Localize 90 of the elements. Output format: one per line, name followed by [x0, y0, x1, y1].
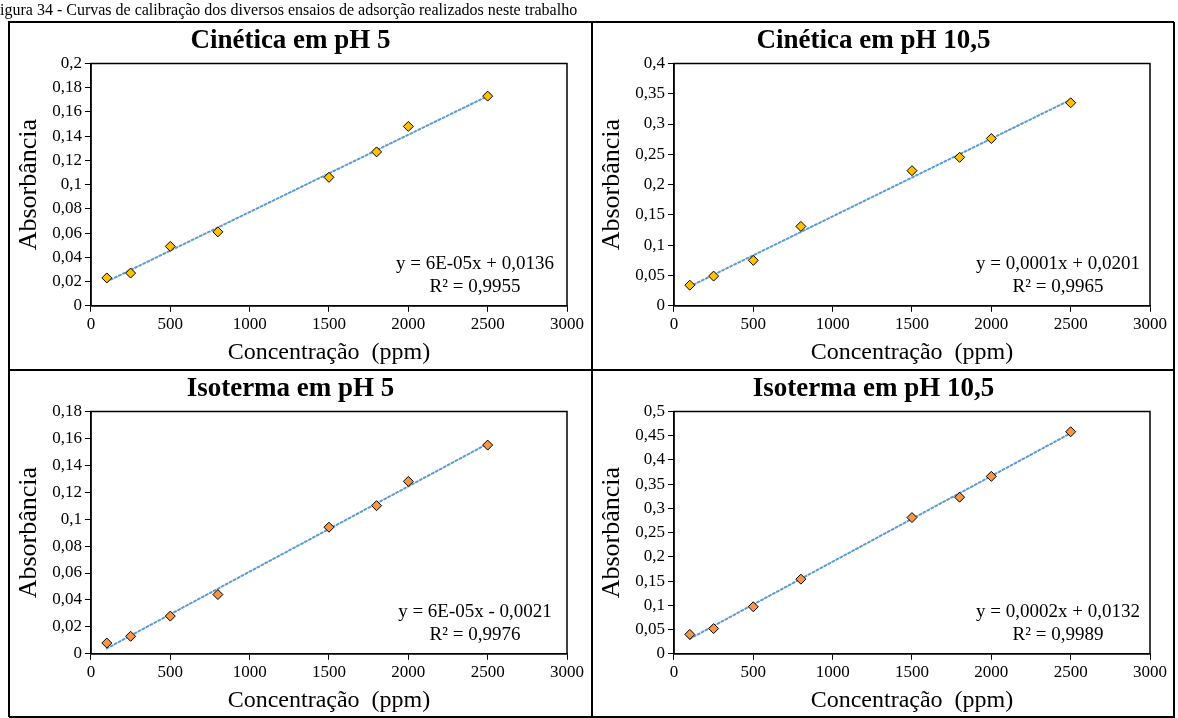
- y-tick-label: 0,4: [643, 449, 666, 469]
- x-tick-label: 0: [86, 314, 96, 334]
- annotation: R² = 0,9965: [1012, 274, 1104, 296]
- annotation: y = 6E-05x + 0,0136: [395, 251, 555, 273]
- annotation: R² = 0,9989: [1012, 622, 1104, 644]
- y-tick-label: 0,12: [52, 149, 82, 169]
- y-tick-label: 0: [656, 295, 665, 315]
- x-tick-label: 500: [157, 314, 184, 334]
- y-tick-label: 0,35: [635, 473, 665, 493]
- y-tick-label: 0,3: [643, 113, 665, 133]
- y-tick-label: 0,04: [52, 589, 83, 609]
- annotation: R² = 0,9976: [429, 622, 521, 644]
- y-tick-label: 0,14: [52, 454, 83, 474]
- x-tick-label: 0: [669, 662, 679, 682]
- x-tick-label: 1500: [894, 314, 929, 334]
- x-tick-label: 1500: [311, 662, 346, 682]
- y-axis-title: Absorbância: [596, 118, 626, 251]
- x-tick-label: 1500: [894, 662, 929, 682]
- y-tick-label: 0,2: [643, 546, 665, 566]
- chart-title: Isoterma em pH 5: [186, 372, 395, 403]
- y-tick-label: 0,1: [60, 508, 82, 528]
- x-tick-label: 3000: [1133, 662, 1167, 682]
- chart-title: Cinética em pH 10,5: [756, 24, 991, 55]
- annotation: y = 0,0002x + 0,0132: [976, 599, 1140, 621]
- y-tick-label: 0,08: [52, 535, 82, 555]
- annotation: R² = 0,9955: [429, 274, 521, 296]
- x-tick-label: 1000: [232, 314, 267, 334]
- x-tick-label: 3000: [1133, 314, 1167, 334]
- y-tick-label: 0,12: [52, 481, 82, 501]
- x-tick-label: 500: [740, 662, 767, 682]
- y-axis-title: Absorbância: [596, 466, 626, 599]
- y-tick-label: 0: [656, 643, 665, 663]
- x-axis-title: Concentração (ppm): [227, 685, 431, 712]
- x-tick-label: 0: [669, 314, 679, 334]
- x-tick-label: 2500: [1053, 314, 1088, 334]
- x-tick-label: 0: [86, 662, 96, 682]
- y-tick-label: 0,16: [52, 427, 82, 447]
- y-tick-label: 0,02: [52, 616, 82, 636]
- x-axis-title: Concentração (ppm): [810, 337, 1014, 364]
- y-tick-label: 0,02: [52, 271, 82, 291]
- x-tick-label: 1000: [815, 662, 850, 682]
- y-tick-label: 0,06: [52, 562, 82, 582]
- y-tick-label: 0,1: [643, 234, 665, 254]
- x-tick-label: 2000: [974, 662, 1009, 682]
- y-tick-label: 0,16: [52, 101, 82, 121]
- x-tick-label: 1000: [815, 314, 850, 334]
- x-tick-label: 2000: [391, 314, 426, 334]
- y-tick-label: 0,25: [635, 522, 665, 542]
- x-tick-label: 500: [157, 662, 184, 682]
- y-tick-label: 0,45: [635, 425, 665, 445]
- annotation: y = 0,0001x + 0,0201: [976, 251, 1140, 273]
- y-axis-title: Absorbância: [13, 466, 43, 599]
- y-tick-label: 0,15: [635, 570, 665, 590]
- x-axis-title: Concentração (ppm): [227, 337, 431, 364]
- y-tick-label: 0,4: [643, 52, 666, 72]
- x-tick-label: 3000: [550, 314, 584, 334]
- y-tick-label: 0,2: [643, 174, 665, 194]
- x-tick-label: 500: [740, 314, 767, 334]
- x-tick-label: 1000: [232, 662, 267, 682]
- y-tick-label: 0,06: [52, 222, 82, 242]
- y-tick-label: 0,2: [60, 52, 82, 72]
- chart-title: Isoterma em pH 10,5: [752, 372, 995, 403]
- y-tick-label: 0,18: [52, 77, 82, 97]
- x-axis-title: Concentração (ppm): [810, 685, 1014, 712]
- y-tick-label: 0,1: [60, 174, 82, 194]
- chart-title: Cinética em pH 5: [190, 24, 391, 55]
- x-tick-label: 2500: [1053, 662, 1088, 682]
- x-tick-label: 3000: [550, 662, 584, 682]
- y-tick-label: 0,1: [643, 594, 665, 614]
- x-tick-label: 2000: [974, 314, 1009, 334]
- x-tick-label: 2500: [470, 662, 505, 682]
- y-tick-label: 0: [73, 643, 82, 663]
- y-tick-label: 0,05: [635, 264, 665, 284]
- y-tick-label: 0,35: [635, 83, 665, 103]
- annotation: y = 6E-05x - 0,0021: [398, 599, 552, 621]
- y-tick-label: 0,18: [52, 400, 82, 420]
- y-tick-label: 0,5: [643, 400, 665, 420]
- text: igura 34 - Curvas de calibração dos diversos ensaios de adsorção realizados neste trabalho: [0, 0, 578, 19]
- y-tick-label: 0,15: [635, 204, 665, 224]
- y-axis-title: Absorbância: [13, 118, 43, 251]
- y-tick-label: 0,3: [643, 497, 665, 517]
- y-tick-label: 0,14: [52, 125, 83, 145]
- x-tick-label: 2000: [391, 662, 426, 682]
- y-tick-label: 0,08: [52, 198, 82, 218]
- x-tick-label: 1500: [311, 314, 346, 334]
- y-tick-label: 0,25: [635, 143, 665, 163]
- x-tick-label: 2500: [470, 314, 505, 334]
- y-tick-label: 0: [73, 295, 82, 315]
- y-tick-label: 0,04: [52, 246, 83, 266]
- y-tick-label: 0,05: [635, 619, 665, 639]
